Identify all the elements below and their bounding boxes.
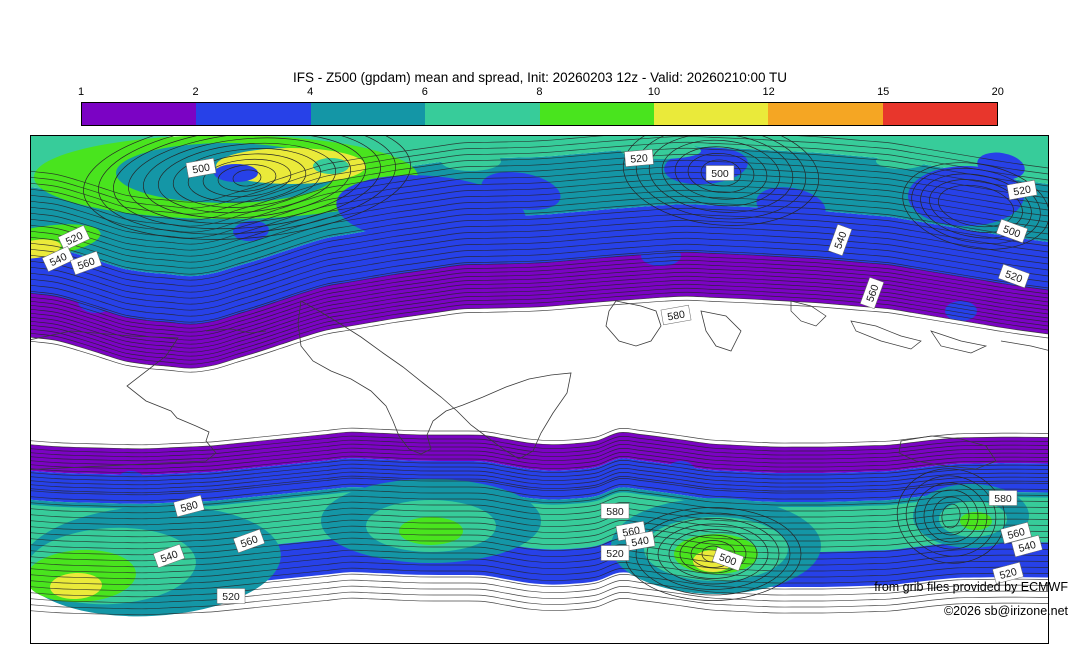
svg-text:500: 500 (711, 168, 729, 180)
svg-text:520: 520 (222, 591, 240, 603)
svg-text:580: 580 (606, 506, 624, 518)
svg-text:520: 520 (606, 548, 624, 560)
svg-text:520: 520 (630, 152, 649, 165)
svg-text:580: 580 (994, 493, 1012, 505)
